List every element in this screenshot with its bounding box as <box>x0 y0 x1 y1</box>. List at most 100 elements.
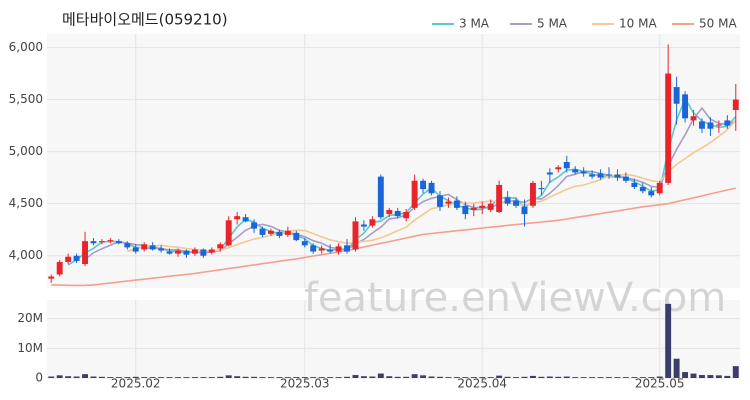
volume-bar <box>479 377 486 378</box>
candle-body <box>225 220 232 246</box>
volume-bar <box>411 374 418 378</box>
volume-bar <box>529 375 536 378</box>
volume-bar <box>259 377 266 378</box>
candle-body <box>132 247 139 252</box>
candle-body <box>682 94 689 119</box>
candle-body <box>513 200 520 206</box>
x-tick-label: 2025.03 <box>280 377 330 391</box>
volume-bar <box>462 377 469 378</box>
candle-body <box>251 222 258 229</box>
candle-body <box>115 241 122 244</box>
candle-body <box>420 180 427 190</box>
volume-bar <box>546 376 553 378</box>
candle-body <box>724 120 731 126</box>
volume-bar <box>191 377 198 378</box>
volume-bar <box>732 366 739 378</box>
volume-bar <box>504 376 511 378</box>
candle-body <box>73 255 80 261</box>
candle-body <box>259 228 266 235</box>
candle-body <box>284 230 291 235</box>
candle-body <box>673 87 680 104</box>
chart-title: 메타바이오메드(059210) <box>62 11 228 29</box>
volume-bar <box>293 377 300 378</box>
candle-body <box>546 172 553 175</box>
volume-bar <box>377 373 384 378</box>
volume-bar <box>107 377 114 378</box>
volume-bar <box>132 376 139 378</box>
candle-body <box>690 116 697 121</box>
watermark: feature.enViewV.com <box>304 275 726 321</box>
candle-body <box>217 244 224 249</box>
volume-bar <box>487 377 494 378</box>
x-tick-label: 2025.02 <box>111 377 161 391</box>
volume-bar <box>555 376 562 378</box>
volume-bar <box>327 377 334 378</box>
candle-body <box>310 245 317 252</box>
candle-body <box>56 261 63 275</box>
candle-body <box>580 171 587 174</box>
candle-body <box>538 188 545 190</box>
candle-body <box>327 249 334 252</box>
candle-body <box>276 231 283 236</box>
volume-bar <box>572 377 579 378</box>
candle-body <box>344 245 350 252</box>
volume-bar <box>699 375 705 378</box>
candle-body <box>707 122 714 129</box>
volume-bar <box>369 376 376 378</box>
candle-body <box>158 248 165 251</box>
candle-body <box>665 73 672 183</box>
candle-body <box>563 162 570 169</box>
legend-label: 10 MA <box>619 17 657 31</box>
candle-body <box>267 230 274 234</box>
volume-bar <box>124 377 131 378</box>
volume-bar <box>344 376 350 378</box>
y-tick-label: 6,000 <box>9 40 43 54</box>
volume-bar <box>200 377 207 378</box>
candle-body <box>98 241 105 243</box>
legend-label: 5 MA <box>537 17 568 31</box>
candle-body <box>732 99 739 110</box>
candle-body <box>555 167 562 170</box>
candle-body <box>191 249 198 254</box>
legend-label: 3 MA <box>459 17 490 31</box>
legend-label: 50 MA <box>699 17 737 31</box>
candle-body <box>479 205 486 208</box>
y-tick-label: 4,500 <box>9 196 43 210</box>
volume-bar <box>352 375 359 378</box>
candle-body <box>200 249 207 256</box>
volume-bar <box>724 375 731 378</box>
candle-body <box>107 240 114 242</box>
y-tick-label: 0 <box>35 371 43 385</box>
volume-bar <box>386 376 393 378</box>
volume-bar <box>115 377 122 378</box>
y-tick-label: 20M <box>17 311 43 325</box>
candle-body <box>208 249 215 253</box>
candle-body <box>90 241 97 244</box>
volume-bar <box>563 376 570 378</box>
candle-body <box>631 182 638 188</box>
candle-body <box>234 216 241 220</box>
volume-bar <box>65 376 72 378</box>
volume-bar <box>251 376 258 378</box>
candle-body <box>639 187 646 192</box>
volume-bar <box>656 376 663 378</box>
volume-bar <box>234 376 241 378</box>
candle-body <box>529 182 536 206</box>
volume-bar <box>98 376 105 378</box>
volume-bar <box>276 377 283 378</box>
candle-body <box>175 250 181 254</box>
volume-bar <box>217 376 224 378</box>
candle-body <box>606 174 612 176</box>
volume-bar <box>673 358 680 378</box>
volume-bar <box>453 377 460 378</box>
volume-bar <box>73 376 80 378</box>
candle-body <box>386 209 393 215</box>
volume-bar <box>149 377 156 378</box>
candle-body <box>597 173 604 178</box>
candle-body <box>470 207 477 210</box>
volume-bar <box>707 375 714 378</box>
volume-bar <box>310 377 317 378</box>
volume-bar <box>301 377 308 378</box>
candle-body <box>656 182 663 194</box>
volume-bar <box>335 377 342 378</box>
